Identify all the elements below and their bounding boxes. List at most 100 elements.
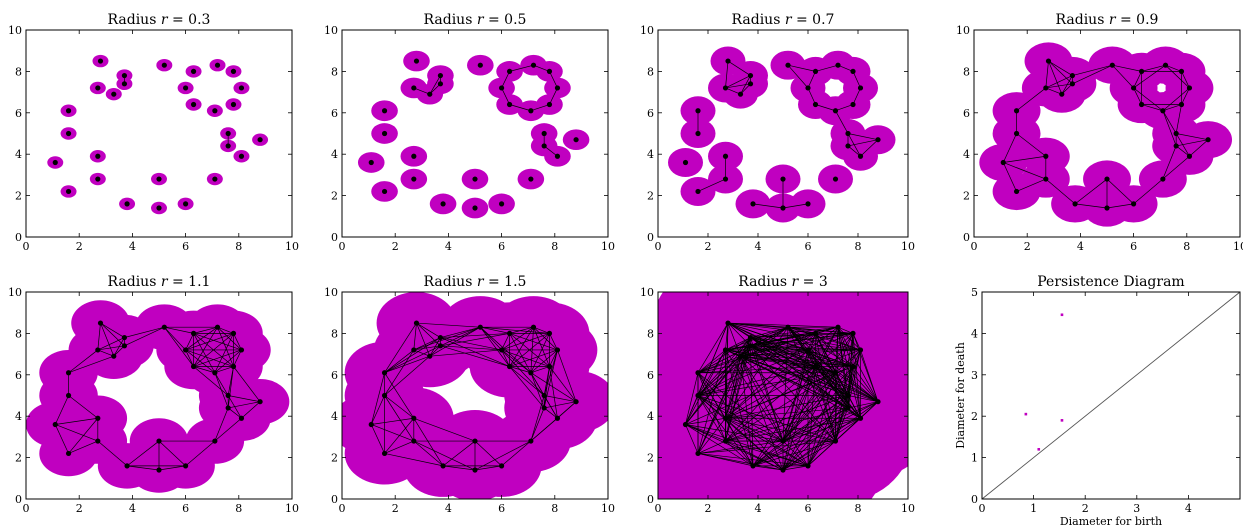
panel-6-point xyxy=(427,353,433,359)
panel-1-xtick-label: 8 xyxy=(235,240,242,253)
panel-6-edge xyxy=(440,337,502,351)
panel-5-edge xyxy=(124,326,165,347)
panel-7-edge xyxy=(725,440,754,467)
panel-3-ytick-label: 8 xyxy=(647,65,654,78)
panel-3-point xyxy=(695,188,701,195)
panel-1-point xyxy=(230,68,237,74)
panel-7-edge xyxy=(837,327,849,396)
panel-5-edge xyxy=(228,395,261,403)
panel-4-edge xyxy=(1003,155,1046,163)
panel-2-point xyxy=(499,201,505,207)
panel-7-edge xyxy=(837,327,854,367)
panel-5-point xyxy=(124,463,130,469)
panel-2-point xyxy=(541,130,547,137)
panel-7-point xyxy=(780,467,786,473)
panel-3-plot-area xyxy=(668,46,896,223)
panel-4-point xyxy=(1205,137,1211,143)
panel-3-edge xyxy=(740,75,751,95)
panel-5-edge xyxy=(55,424,98,442)
panel-4-point xyxy=(1069,81,1076,87)
panel-6-point xyxy=(546,363,553,370)
panel-2-ytick-label: 4 xyxy=(331,148,338,161)
panel-5-xtick-label: 2 xyxy=(76,502,83,515)
panel-5-point xyxy=(121,343,128,349)
panel-5-edge xyxy=(214,366,234,374)
panel-5-edge xyxy=(227,407,242,419)
panel-2-point xyxy=(437,81,444,87)
panel-7-edge xyxy=(807,366,816,466)
panel-7-point xyxy=(835,324,841,330)
panel-6-title: Radius r = 1.5 xyxy=(424,274,527,290)
panel-7-ytick-label: 6 xyxy=(647,369,654,382)
panel-7-edge xyxy=(852,366,879,402)
panel-7-edge xyxy=(750,337,809,351)
panel-1-xtick-label: 4 xyxy=(129,240,136,253)
panel-6-edge xyxy=(416,322,431,357)
panel-7-edge xyxy=(847,401,879,409)
panel-3-point xyxy=(832,108,839,114)
panel-7-edge xyxy=(815,326,839,334)
panel-1-point xyxy=(161,62,167,68)
panel-5-edge xyxy=(100,322,125,338)
panel-2-point xyxy=(554,85,561,91)
panel-3-ytick-label: 4 xyxy=(647,148,654,161)
panel-5-point xyxy=(238,347,245,353)
panel-3-xtick-label: 4 xyxy=(755,240,762,253)
panel-2-xtick-label: 6 xyxy=(498,240,505,253)
panel-2-edge xyxy=(549,71,558,89)
persistence-xtick-label: 3 xyxy=(1133,502,1140,515)
panel-6-ytick-label: 2 xyxy=(331,452,338,465)
panel-7-edge xyxy=(697,440,726,454)
panel-6-edge xyxy=(530,333,550,373)
panel-3-edge xyxy=(852,71,861,89)
panel-6-edge xyxy=(384,440,414,454)
panel-6-point xyxy=(381,370,388,376)
panel-3-point xyxy=(850,101,856,108)
panel-6-plot-area xyxy=(342,292,608,499)
panel-5-ytick-label: 2 xyxy=(15,452,22,465)
panel-6-edge xyxy=(384,395,415,442)
panel-1-point xyxy=(212,176,218,182)
panel-1-point xyxy=(121,81,128,87)
panel-5-point xyxy=(238,415,245,421)
panel-6-point xyxy=(530,324,537,330)
panel-6-edge xyxy=(501,349,545,396)
panel-5-edge xyxy=(68,395,99,419)
panel-2-point xyxy=(411,176,417,182)
panel-6-edge xyxy=(557,401,577,419)
panel-2-point xyxy=(381,130,388,137)
panel-6-edge xyxy=(429,337,441,357)
panel-6-edge xyxy=(557,349,577,402)
panel-6-edge xyxy=(543,366,550,396)
panel-3-edge xyxy=(847,145,861,157)
panel-4-frame xyxy=(973,29,1241,238)
panel-3-edge xyxy=(815,104,836,112)
panel-4-point xyxy=(1186,85,1193,91)
panel-5-edge xyxy=(68,440,98,454)
panel-3-point xyxy=(857,85,864,91)
panel-6-point xyxy=(528,438,534,444)
panel-7-xtick-label: 6 xyxy=(805,502,812,515)
panel-4-edge xyxy=(1133,178,1164,205)
panel-6-edge xyxy=(443,465,476,471)
panel-5-edge xyxy=(54,395,69,425)
panel-4-edge xyxy=(1106,178,1134,205)
panel-5-edge xyxy=(214,418,242,442)
panel-7-edge xyxy=(697,418,726,454)
panel-3-ytick-label: 2 xyxy=(647,190,654,203)
panel-6-edge xyxy=(530,327,534,373)
panel-1-point xyxy=(65,108,72,114)
panel-6-edge xyxy=(480,326,510,367)
panel-7-edge xyxy=(815,333,836,442)
panel-3-edge xyxy=(835,104,854,112)
panel-1-point xyxy=(111,91,117,97)
panel-5-edge xyxy=(68,349,99,374)
panel-2-frame xyxy=(341,29,609,238)
panel-6-point xyxy=(573,399,579,405)
panel-7-edge xyxy=(837,326,854,334)
panel-4-edge xyxy=(1003,162,1046,180)
panel-3-point xyxy=(722,85,729,91)
persistence-ytick-label: 2 xyxy=(971,410,978,423)
panel-4-edge xyxy=(1181,71,1190,89)
panel-2-point xyxy=(506,68,513,74)
